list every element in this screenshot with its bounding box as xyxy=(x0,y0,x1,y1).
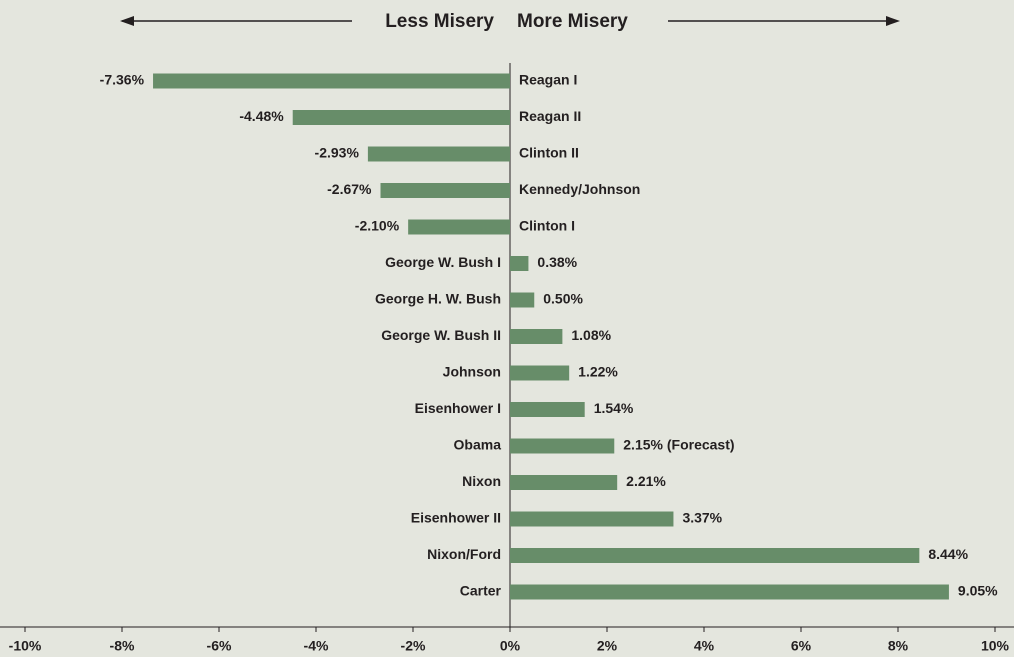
x-tick-label: 8% xyxy=(888,638,909,654)
right-arrow-head xyxy=(886,16,900,26)
value-label: 0.38% xyxy=(537,254,577,270)
bar xyxy=(380,183,510,198)
value-label: -2.10% xyxy=(355,218,400,234)
category-label: George H. W. Bush xyxy=(375,291,501,307)
x-tick-label: 2% xyxy=(597,638,618,654)
value-label: -2.93% xyxy=(315,145,360,161)
category-label: Nixon/Ford xyxy=(427,546,501,562)
category-label: George W. Bush I xyxy=(385,254,501,270)
bar xyxy=(510,511,674,527)
value-label: 1.54% xyxy=(594,400,634,416)
x-tick-label: 4% xyxy=(694,638,715,654)
x-tick-label: 0% xyxy=(500,638,521,654)
x-tick-label: -10% xyxy=(9,638,42,654)
left-arrow-head xyxy=(120,16,134,26)
bar xyxy=(510,329,563,344)
category-label: Obama xyxy=(454,437,502,453)
category-label: Clinton I xyxy=(519,218,575,234)
value-label: -7.36% xyxy=(100,72,145,88)
x-tick-label: -4% xyxy=(304,638,329,654)
value-label: 2.15% (Forecast) xyxy=(623,437,734,453)
bar xyxy=(510,256,529,271)
value-label: -4.48% xyxy=(239,108,284,124)
bar xyxy=(408,219,510,235)
category-label: Reagan II xyxy=(519,108,581,124)
bar xyxy=(510,365,570,381)
category-label: Reagan I xyxy=(519,72,577,88)
category-label: George W. Bush II xyxy=(381,327,501,343)
bar xyxy=(510,584,949,600)
right-label: More Misery xyxy=(517,11,628,32)
value-label: 8.44% xyxy=(928,546,968,562)
x-tick-label: 10% xyxy=(981,638,1010,654)
x-tick-label: -8% xyxy=(110,638,135,654)
bar xyxy=(510,402,585,417)
value-label: -2.67% xyxy=(327,181,372,197)
category-label: Eisenhower II xyxy=(411,510,501,526)
bar xyxy=(367,146,510,162)
x-tick-label: -6% xyxy=(207,638,232,654)
x-tick-label: 6% xyxy=(791,638,812,654)
left-label: Less Misery xyxy=(385,11,494,32)
value-label: 2.21% xyxy=(626,473,666,489)
category-label: Carter xyxy=(460,583,502,599)
bar xyxy=(510,438,615,454)
value-label: 1.08% xyxy=(571,327,611,343)
category-label: Clinton II xyxy=(519,145,579,161)
value-label: 3.37% xyxy=(682,510,722,526)
category-label: Johnson xyxy=(443,364,501,380)
category-label: Kennedy/Johnson xyxy=(519,181,640,197)
x-tick-label: -2% xyxy=(401,638,426,654)
bar xyxy=(510,292,535,308)
bar xyxy=(153,73,511,89)
bar xyxy=(292,110,510,125)
category-label: Eisenhower I xyxy=(415,400,501,416)
value-label: 9.05% xyxy=(958,583,998,599)
bar xyxy=(510,548,920,563)
value-label: 1.22% xyxy=(578,364,618,380)
category-label: Nixon xyxy=(462,473,501,489)
bar xyxy=(510,475,618,490)
value-label: 0.50% xyxy=(543,291,583,307)
